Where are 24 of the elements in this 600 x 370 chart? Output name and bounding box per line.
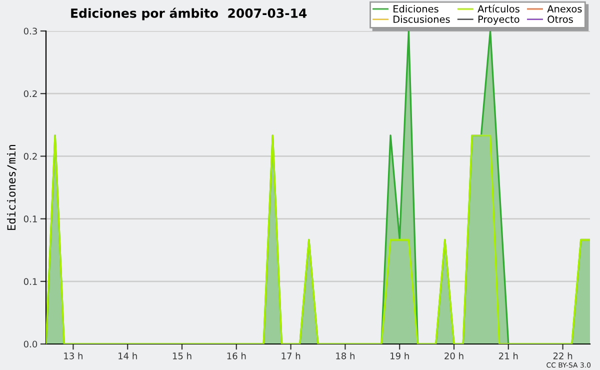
- y-tick-label: 0.2: [24, 152, 37, 160]
- legend-label: Otros: [548, 16, 573, 23]
- legend-label: Anexos: [547, 5, 582, 13]
- x-tick-label: 16 h: [227, 352, 246, 360]
- x-tick-label: 22 h: [553, 352, 572, 360]
- x-tick-label: 14 h: [118, 352, 137, 360]
- legend-label: Discusiones: [394, 15, 450, 23]
- y-tick-label: 0.1: [24, 278, 37, 285]
- x-tick-label: 21 h: [499, 352, 518, 360]
- x-tick-label: 19 h: [390, 352, 409, 360]
- y-tick-label: 0.2: [24, 90, 37, 98]
- y-tick-label: 0.3: [24, 28, 37, 35]
- chart-title: Ediciones por ámbito 2007-03-14: [71, 8, 307, 20]
- x-tick-label: 15 h: [172, 352, 192, 360]
- legend-label: Artículos: [478, 4, 520, 13]
- x-tick-label: 20 h: [444, 352, 464, 360]
- x-tick-label: 13 h: [64, 352, 82, 360]
- x-tick-label: 18 h: [336, 352, 354, 360]
- legend-label: Ediciones: [394, 4, 438, 13]
- legend-label: Proyecto: [478, 16, 520, 25]
- y-tick-label: 0.0: [24, 340, 38, 348]
- x-tick-label: 17 h: [282, 352, 300, 360]
- y-axis-title: Ediciones/min: [7, 145, 16, 230]
- y-tick-label: 0.1: [24, 216, 37, 222]
